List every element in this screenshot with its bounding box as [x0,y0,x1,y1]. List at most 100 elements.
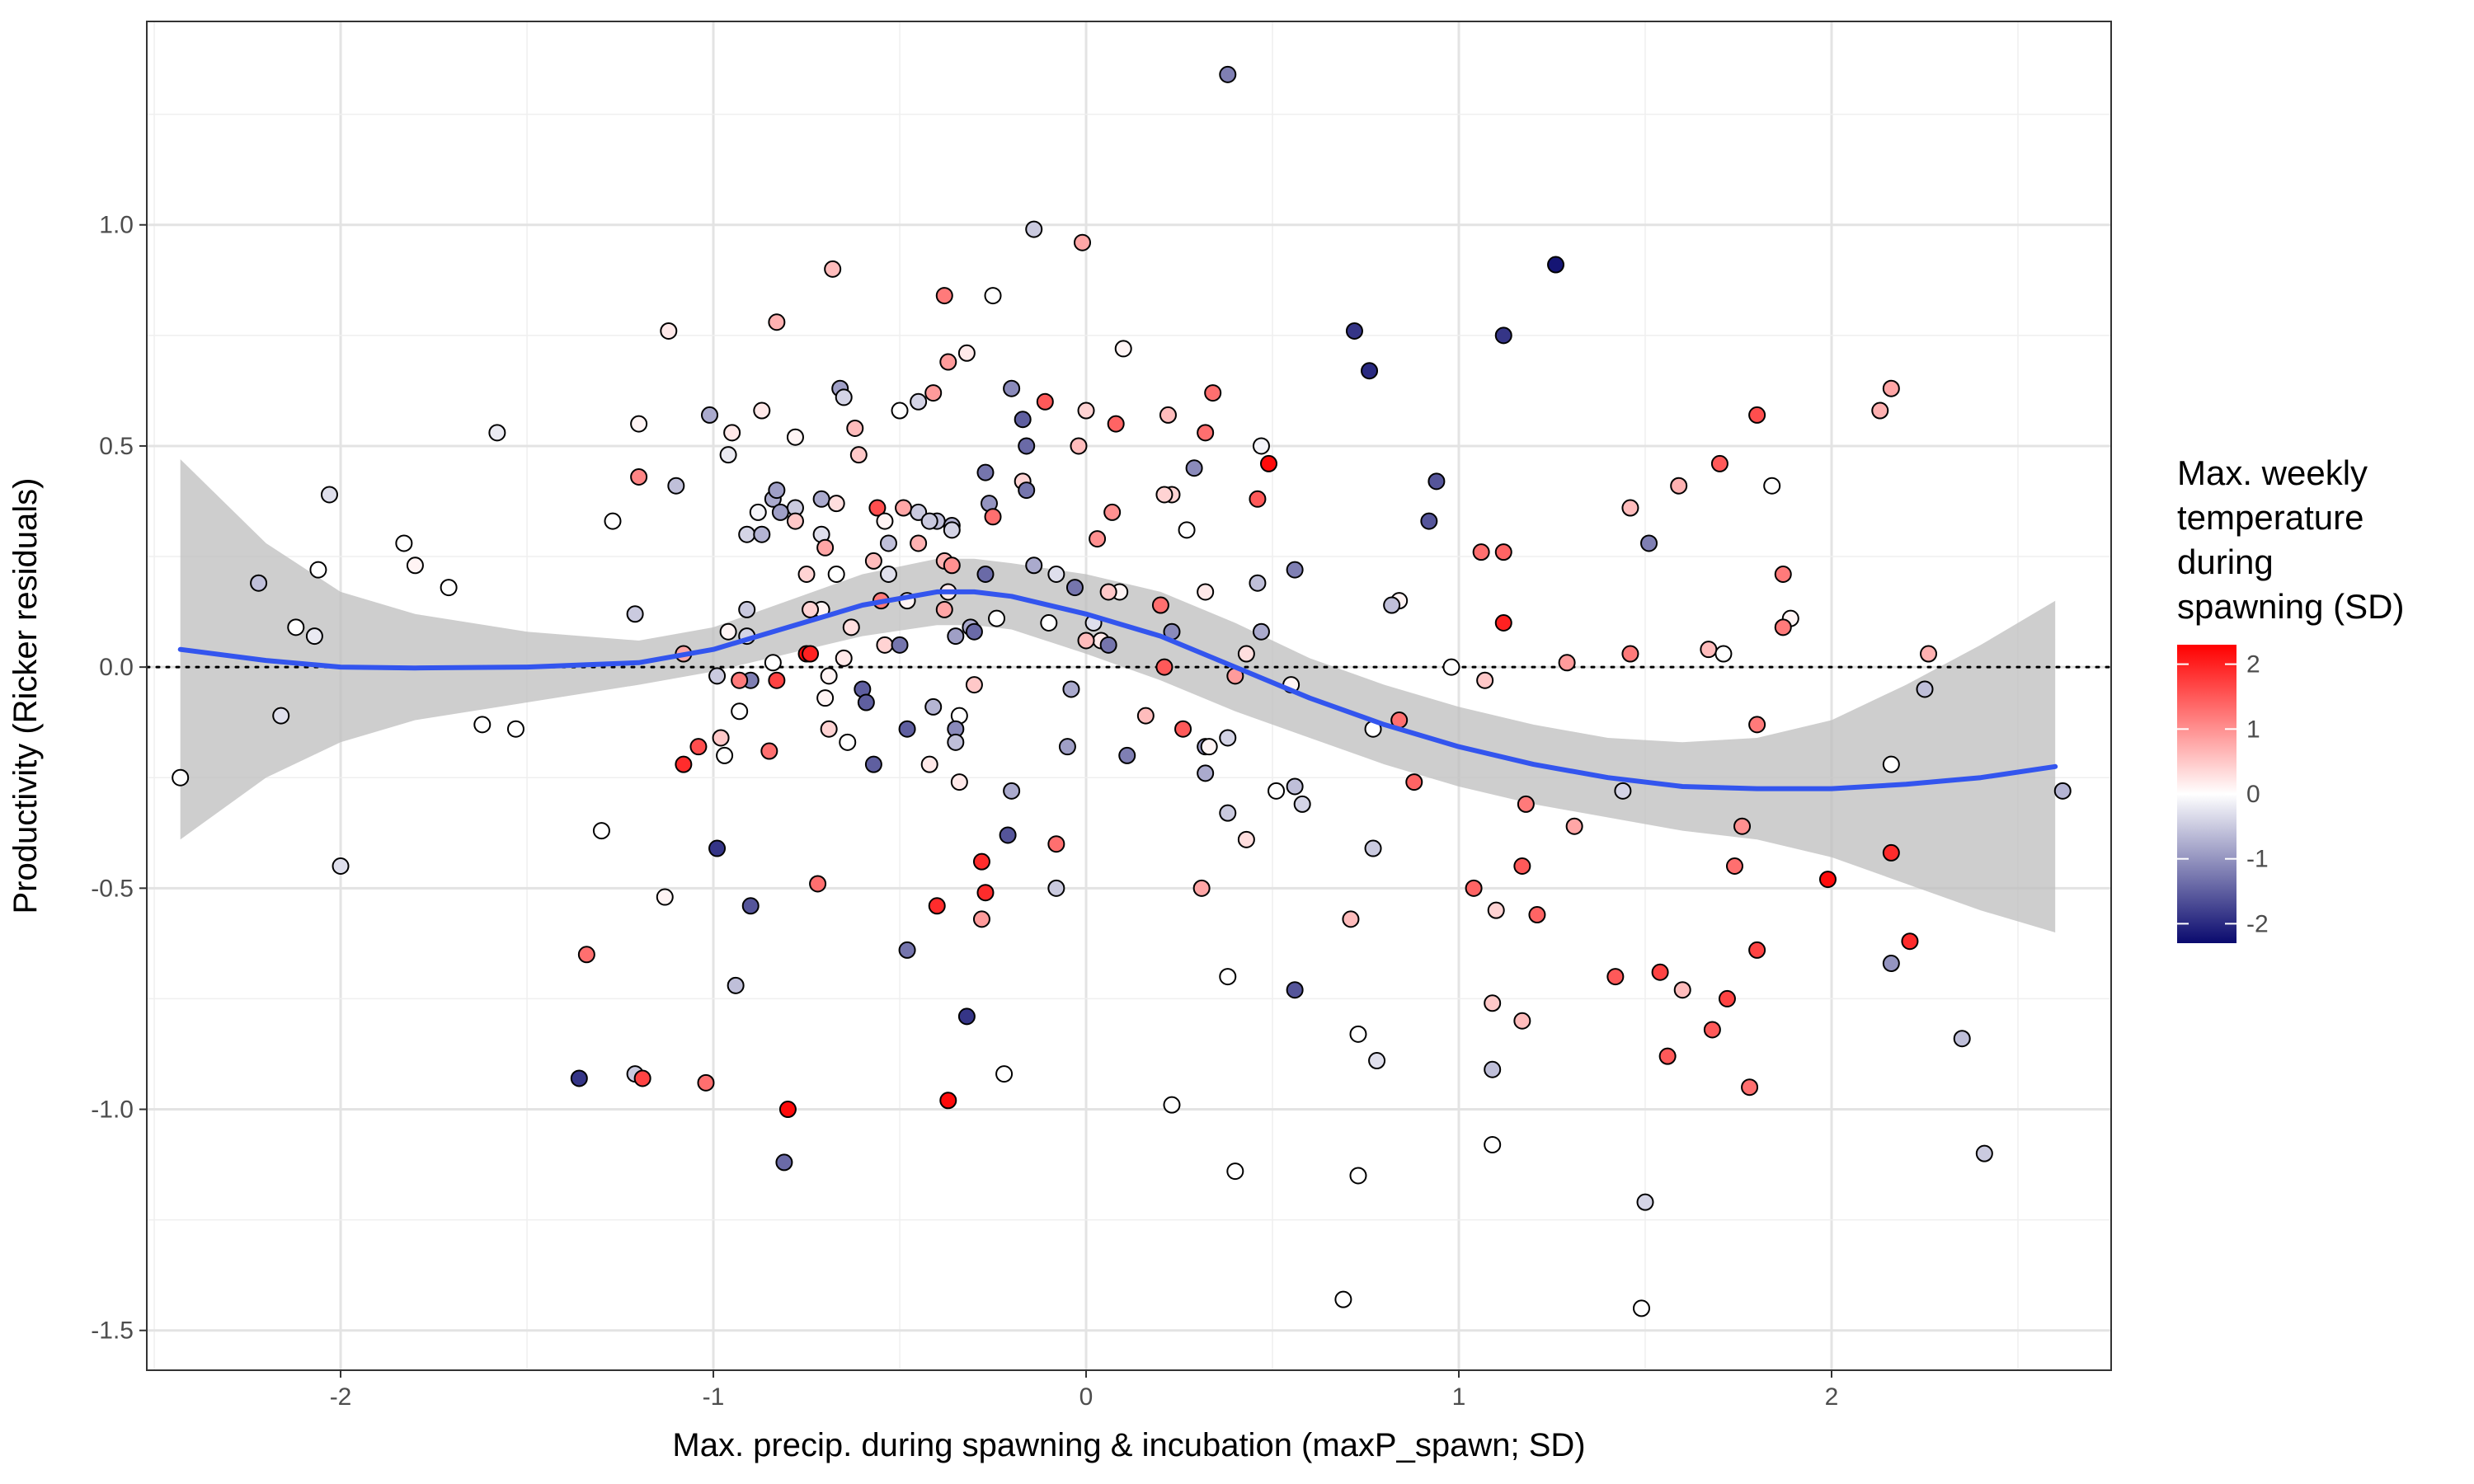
data-point [1197,424,1215,442]
data-point [1558,654,1576,672]
data-point [1383,596,1401,614]
data-point [1975,1144,1993,1162]
data-point [1249,574,1267,592]
data-point [797,565,816,583]
data-point [1040,613,1058,632]
data-point [976,884,995,902]
data-point [849,446,868,464]
data-point [1882,843,1900,862]
data-point [1342,910,1360,928]
data-point [1237,830,1255,848]
data-point [812,490,830,508]
confidence-ribbon-layer [180,459,2056,932]
data-point [1077,402,1095,420]
data-point [1882,379,1900,397]
data-point [976,463,995,481]
data-point [1476,671,1494,689]
data-point [802,645,820,663]
data-point [630,415,648,433]
data-point [1465,879,1483,897]
data-point [320,486,338,504]
data-point [1286,561,1304,579]
x-tick-label: -2 [330,1383,352,1411]
data-point [506,720,524,738]
data-point [947,627,965,646]
data-point [1621,645,1639,663]
data-point [898,941,916,959]
data-point [592,822,610,840]
data-point [965,676,983,694]
data-point [1364,839,1382,857]
data-point [719,446,737,464]
x-tick-label: 2 [1825,1383,1839,1411]
y-tick-label: -0.5 [91,875,134,902]
data-point [1018,481,1036,500]
data-point [1349,1167,1367,1185]
data-point [957,344,976,362]
data-point [1074,233,1092,251]
x-tick-label: 1 [1452,1383,1466,1411]
data-point [1155,658,1174,676]
data-point [1036,392,1054,411]
data-point [1293,795,1311,813]
data-point [1494,613,1512,632]
data-point [1818,871,1837,889]
data-point [1621,499,1639,517]
data-point [1703,1021,1721,1039]
data-point [1219,729,1237,747]
data-point [924,384,943,402]
data-point [809,875,827,893]
x-axis-ticks: -2 -1 0 1 2 [330,1370,1839,1411]
data-point [1163,1096,1181,1114]
data-point [712,729,730,747]
x-tick-label: -1 [703,1383,725,1411]
data-point [667,477,685,495]
data-point [1763,477,1781,495]
data-point [1058,738,1076,756]
data-point [172,768,190,787]
data-point [943,556,961,575]
data-point [988,609,1006,627]
data-point [1268,782,1286,800]
y-tick-label: 0.0 [99,654,134,681]
data-point [1636,1193,1654,1211]
data-point [1219,65,1237,83]
data-point [250,574,268,592]
data-point [868,499,887,517]
data-point [1871,402,1889,420]
data-point [1286,777,1304,796]
data-point [1252,622,1270,641]
data-point [1484,1135,1502,1153]
data-point [749,503,767,521]
data-point [626,605,644,623]
data-point [1200,738,1218,756]
data-point [879,534,897,552]
data-point [1136,707,1155,725]
data-point [976,565,995,583]
data-point [1077,632,1095,650]
data-point [701,406,719,424]
data-point [771,503,789,521]
data-point [741,897,760,915]
data-point [1226,1162,1244,1181]
data-points-layer [172,65,2072,1317]
data-point [716,746,734,764]
legend-ticks: 2 1 0 -1 -2 [2177,651,2269,937]
data-point [1361,362,1379,380]
data-point [764,654,782,672]
data-point [760,742,778,760]
data-point [820,667,838,685]
data-point [972,910,990,928]
data-point [910,392,928,411]
data-point [1151,596,1169,614]
data-point [731,702,749,721]
data-point [816,538,835,556]
data-point [1528,906,1546,924]
data-point [1882,955,1900,973]
data-point [656,888,674,906]
data-point [1197,764,1215,782]
data-point [1114,340,1132,358]
data-point [778,1101,797,1119]
data-point [1673,981,1691,999]
